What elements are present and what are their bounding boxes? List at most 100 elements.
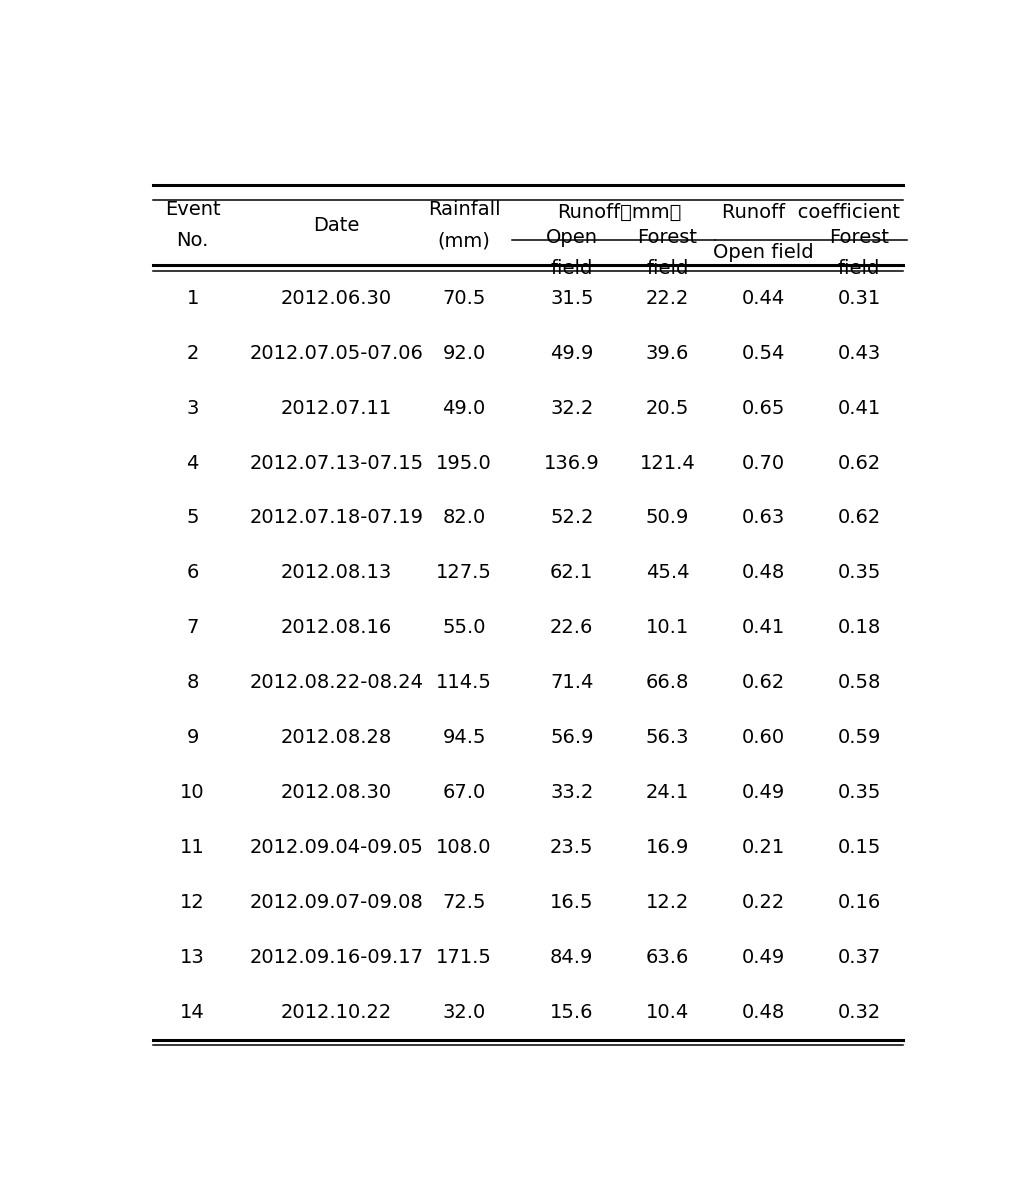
Text: 0.48: 0.48 [742,1003,785,1021]
Text: Runoff  coefficient: Runoff coefficient [722,203,900,223]
Text: 0.70: 0.70 [742,454,785,473]
Text: 6: 6 [186,564,199,582]
Text: 32.2: 32.2 [550,399,593,418]
Text: 0.22: 0.22 [742,893,785,912]
Text: 7: 7 [186,618,199,637]
Text: 10.1: 10.1 [646,618,689,637]
Text: 2012.08.16: 2012.08.16 [280,618,392,637]
Text: 2012.08.30: 2012.08.30 [281,783,391,802]
Text: 24.1: 24.1 [646,783,689,802]
Text: 55.0: 55.0 [442,618,486,637]
Text: Runoff（mm）: Runoff（mm） [557,203,682,223]
Text: Date: Date [313,215,359,235]
Text: 10.4: 10.4 [646,1003,689,1021]
Text: 1: 1 [186,288,199,308]
Text: 92.0: 92.0 [443,344,485,363]
Text: 0.15: 0.15 [837,838,881,857]
Text: 127.5: 127.5 [436,564,492,582]
Text: Open
field: Open field [546,227,597,278]
Text: 108.0: 108.0 [437,838,491,857]
Text: 14: 14 [180,1003,205,1021]
Text: 52.2: 52.2 [550,509,593,528]
Text: Forest
field: Forest field [829,227,889,278]
Text: 10: 10 [180,783,205,802]
Text: 12: 12 [180,893,205,912]
Text: 94.5: 94.5 [442,728,486,747]
Text: 2012.07.18-07.19: 2012.07.18-07.19 [249,509,423,528]
Text: 2012.08.13: 2012.08.13 [280,564,392,582]
Text: 2012.08.22-08.24: 2012.08.22-08.24 [249,673,423,692]
Text: 15.6: 15.6 [550,1003,593,1021]
Text: 63.6: 63.6 [646,948,689,967]
Text: 32.0: 32.0 [443,1003,485,1021]
Text: 0.65: 0.65 [742,399,785,418]
Text: 84.9: 84.9 [550,948,593,967]
Text: 0.60: 0.60 [742,728,785,747]
Text: 62.1: 62.1 [550,564,593,582]
Text: 0.58: 0.58 [837,673,881,692]
Text: 0.21: 0.21 [742,838,785,857]
Text: 0.59: 0.59 [837,728,881,747]
Text: Event
No.: Event No. [165,200,220,250]
Text: 49.9: 49.9 [550,344,593,363]
Text: 0.54: 0.54 [742,344,785,363]
Text: 71.4: 71.4 [550,673,593,692]
Text: 2012.09.16-09.17: 2012.09.16-09.17 [249,948,423,967]
Text: 31.5: 31.5 [550,288,593,308]
Text: 49.0: 49.0 [443,399,485,418]
Text: 70.5: 70.5 [442,288,486,308]
Text: 0.18: 0.18 [837,618,881,637]
Text: 82.0: 82.0 [443,509,485,528]
Text: 2: 2 [186,344,199,363]
Text: 0.31: 0.31 [837,288,881,308]
Text: 39.6: 39.6 [646,344,689,363]
Text: Open field: Open field [713,243,814,262]
Text: 2012.10.22: 2012.10.22 [280,1003,392,1021]
Text: 2012.07.13-07.15: 2012.07.13-07.15 [249,454,423,473]
Text: 16.9: 16.9 [646,838,689,857]
Text: 0.16: 0.16 [837,893,881,912]
Text: 121.4: 121.4 [640,454,695,473]
Text: 0.43: 0.43 [837,344,881,363]
Text: 0.32: 0.32 [837,1003,881,1021]
Text: 4: 4 [186,454,199,473]
Text: 136.9: 136.9 [544,454,599,473]
Text: 67.0: 67.0 [443,783,485,802]
Text: 11: 11 [180,838,205,857]
Text: Forest
field: Forest field [638,227,697,278]
Text: 3: 3 [186,399,199,418]
Text: 23.5: 23.5 [550,838,593,857]
Text: 2012.07.05-07.06: 2012.07.05-07.06 [249,344,423,363]
Text: 72.5: 72.5 [442,893,486,912]
Text: Rainfall
(mm): Rainfall (mm) [427,200,501,250]
Text: 56.9: 56.9 [550,728,593,747]
Text: 0.63: 0.63 [742,509,785,528]
Text: 45.4: 45.4 [646,564,689,582]
Text: 0.41: 0.41 [742,618,785,637]
Text: 2012.08.28: 2012.08.28 [280,728,392,747]
Text: 22.6: 22.6 [550,618,593,637]
Text: 0.62: 0.62 [837,509,881,528]
Text: 22.2: 22.2 [646,288,689,308]
Text: 2012.07.11: 2012.07.11 [280,399,392,418]
Text: 0.49: 0.49 [742,948,785,967]
Text: 195.0: 195.0 [436,454,492,473]
Text: 114.5: 114.5 [436,673,492,692]
Text: 20.5: 20.5 [646,399,689,418]
Text: 0.44: 0.44 [742,288,785,308]
Text: 0.49: 0.49 [742,783,785,802]
Text: 9: 9 [186,728,199,747]
Text: 13: 13 [180,948,205,967]
Text: 8: 8 [186,673,199,692]
Text: 2012.09.04-09.05: 2012.09.04-09.05 [249,838,423,857]
Text: 2012.09.07-09.08: 2012.09.07-09.08 [249,893,423,912]
Text: 0.48: 0.48 [742,564,785,582]
Text: 0.41: 0.41 [837,399,881,418]
Text: 0.62: 0.62 [837,454,881,473]
Text: 5: 5 [186,509,199,528]
Text: 171.5: 171.5 [436,948,492,967]
Text: 50.9: 50.9 [646,509,689,528]
Text: 16.5: 16.5 [550,893,593,912]
Text: 0.35: 0.35 [837,783,881,802]
Text: 33.2: 33.2 [550,783,593,802]
